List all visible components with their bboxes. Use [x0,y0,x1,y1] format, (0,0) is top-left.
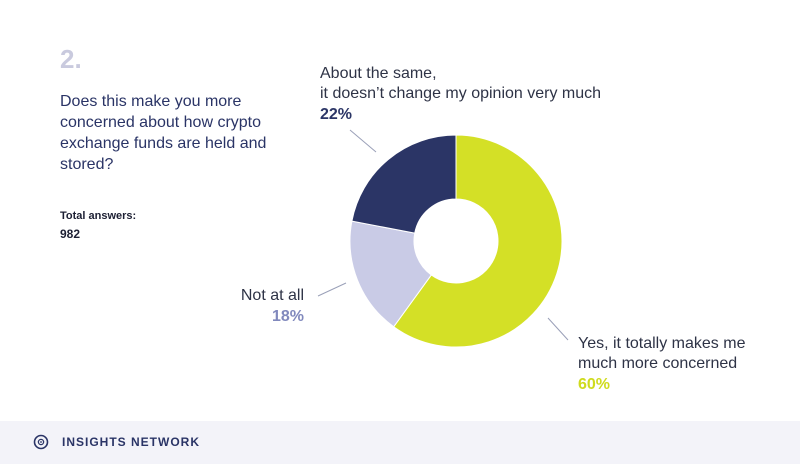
label-same-percent: 22% [320,106,353,123]
slice-yes [392,134,563,348]
label-same-line2: it doesn’t change my opinion very much [320,85,602,102]
label-not-percent: 18% [271,308,304,325]
label-yes-line2: much more concerned [578,355,738,372]
slice-about-the-same [351,134,457,234]
leader-line-not [317,282,347,297]
footer-bar: INSIGHTS NETWORK [0,421,800,464]
leader-line-yes [547,317,569,341]
insights-network-logo-icon [33,434,49,450]
question-number: 2. [60,44,82,74]
question-text: Does this make you more concerned about … [60,93,267,173]
label-yes-percent: 60% [578,376,611,393]
brand-name: INSIGHTS NETWORK [62,435,200,449]
label-not-line1: Not at all [240,287,304,304]
label-about-the-same: About the same, it doesn’t change my opi… [320,64,601,126]
leader-line-same [349,129,377,153]
label-not-at-all: Not at all 18% [241,286,304,328]
label-yes-concerned: Yes, it totally makes me much more conce… [578,334,745,396]
donut-chart [317,129,569,348]
label-same-line1: About the same, [320,65,437,82]
slice-not-at-all [349,220,433,328]
total-answers-label: Total answers: [60,210,137,222]
total-answers-value: 982 [60,227,81,241]
label-yes-line1: Yes, it totally makes me [578,335,746,352]
